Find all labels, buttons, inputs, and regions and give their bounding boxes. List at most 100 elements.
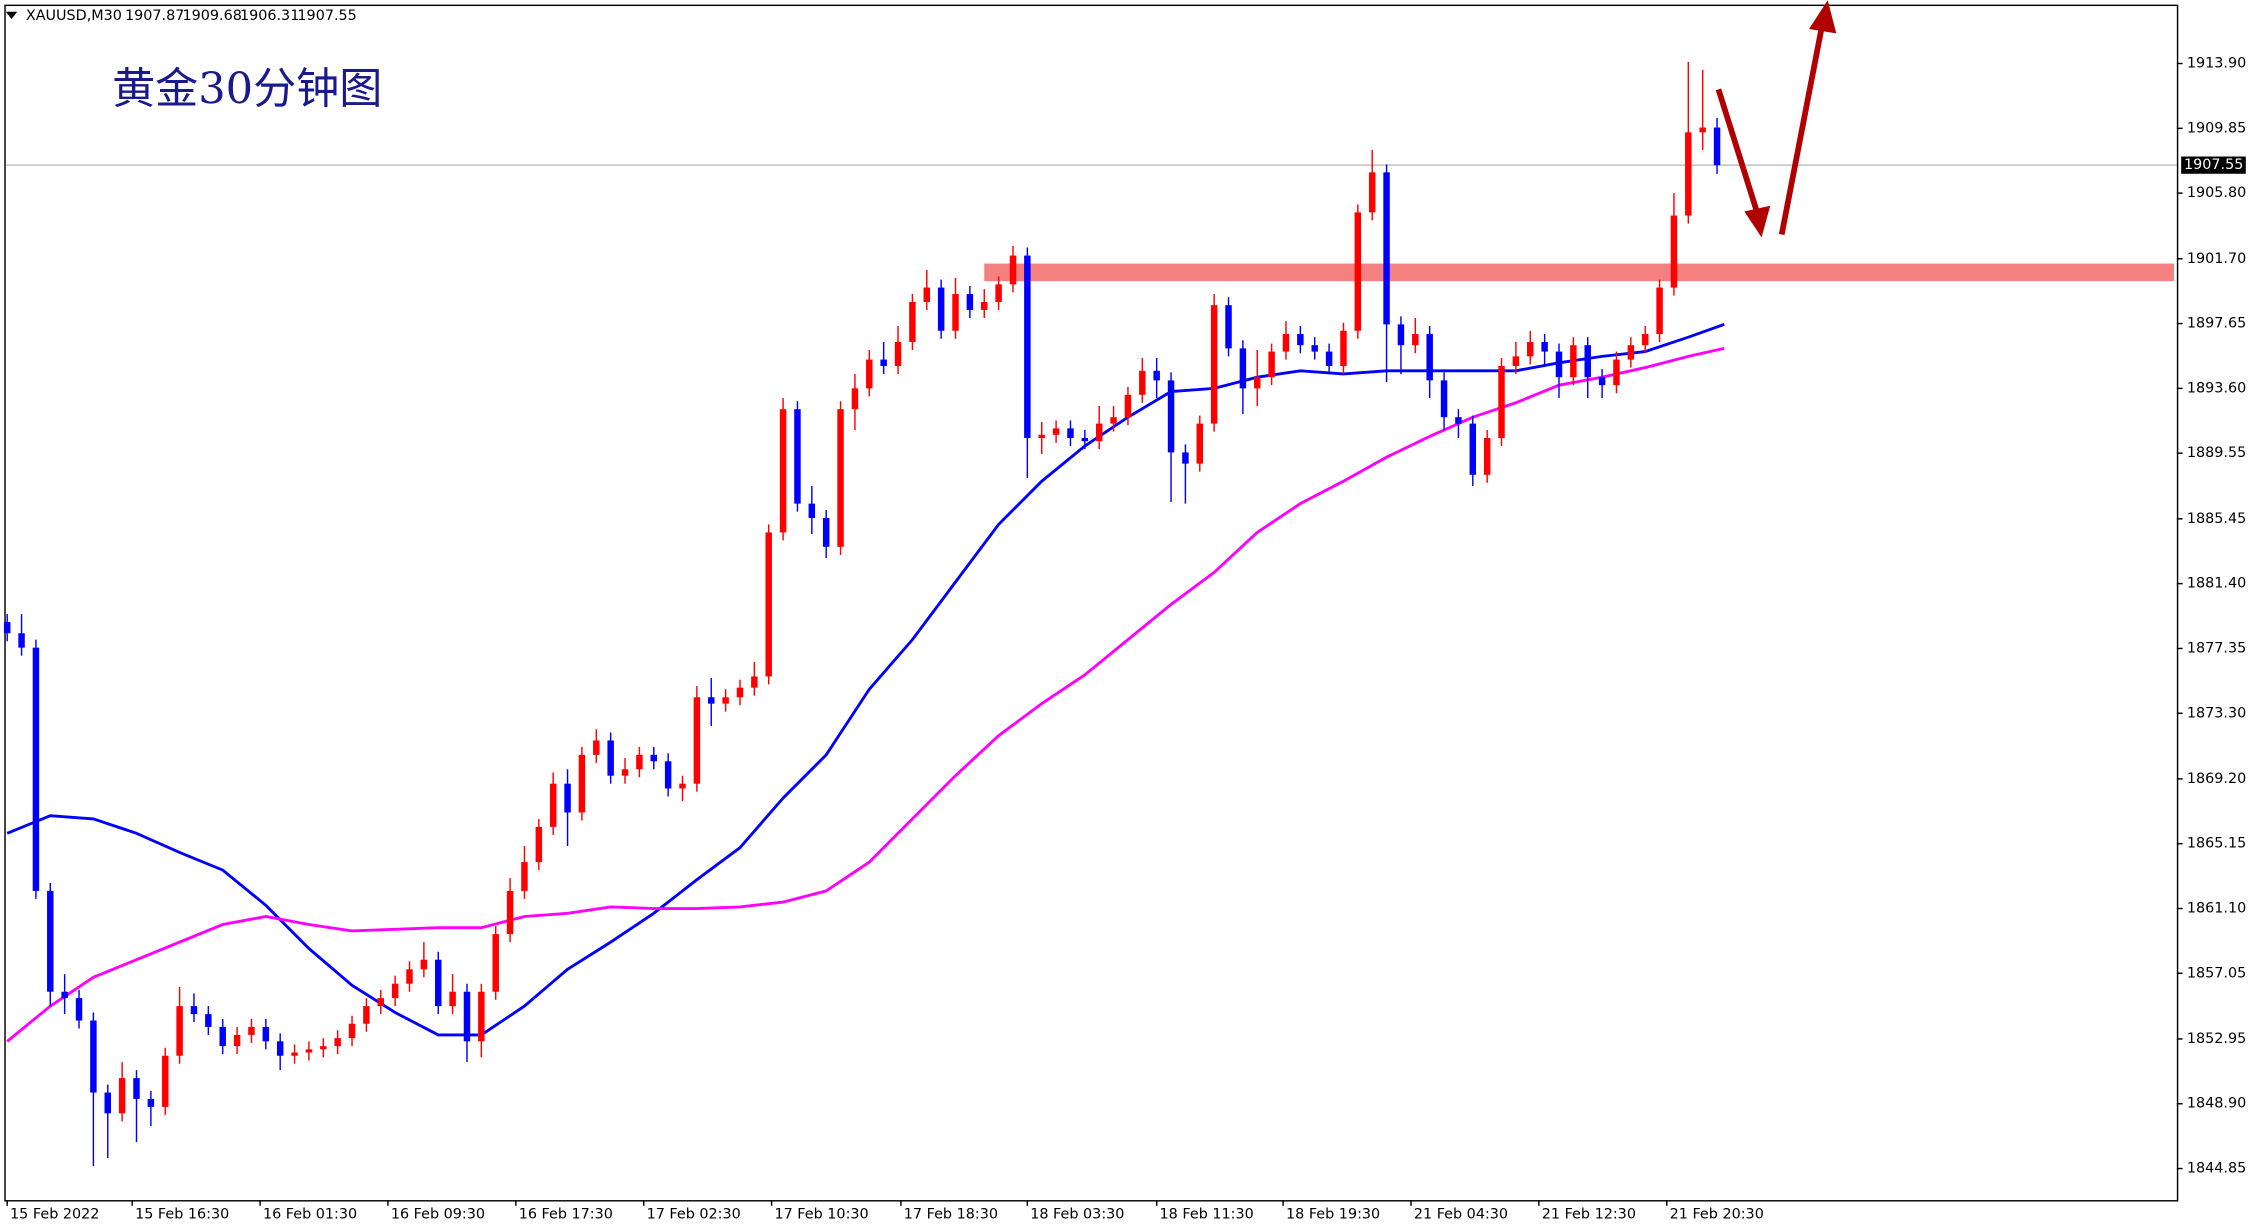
candle-body [679,783,686,789]
candle-body [90,1020,97,1093]
candle-body [1167,380,1175,453]
y-tick-label: 1897.65 [2187,316,2246,332]
candle-body [1541,341,1548,352]
x-tick-label: 16 Feb 17:30 [519,1206,613,1222]
candle-body [1297,333,1304,346]
candle-body [894,341,902,366]
candle-body [995,284,1002,302]
candle-body [219,1026,226,1047]
candle-body [880,359,887,366]
candle-body [1527,341,1534,357]
candle-body [1512,356,1520,366]
candle-body [478,991,485,1042]
candle-body [664,761,672,789]
candle-body [1584,345,1591,378]
candle-body [1239,348,1247,389]
y-tick-label: 1905.80 [2187,185,2246,201]
candle-body [1426,333,1433,381]
candle-body [506,890,514,935]
candle-body [1412,333,1419,346]
candle-body [1354,212,1362,331]
y-tick-label: 1889.55 [2187,445,2246,461]
y-tick-label: 1844.85 [2187,1161,2246,1177]
header-open: 1907.87 [125,8,184,24]
candle-body [1368,172,1376,213]
y-tick-label: 1901.70 [2187,251,2246,267]
x-tick-label: 18 Feb 19:30 [1286,1206,1380,1222]
candle-body [564,783,571,813]
candle-body [607,740,614,776]
candle-body [779,409,787,533]
candle-body [751,676,758,688]
candle-body [1110,417,1117,424]
y-tick-label: 1909.85 [2187,120,2246,136]
symbol-label: XAUUSD,M30 [26,8,122,24]
candle-body [262,1026,270,1042]
header-low: 1906.31 [240,8,299,24]
candle-body [61,991,68,999]
candle-body [1024,255,1031,438]
current-price-label: 1907.55 [2184,157,2243,173]
candle-body [75,998,83,1021]
candle-body [1699,127,1706,133]
x-tick-label: 18 Feb 11:30 [1160,1206,1254,1222]
candle-body [578,754,586,813]
x-tick-label: 16 Feb 09:30 [391,1206,485,1222]
candle-body [1383,172,1390,325]
candle-body [1225,305,1232,349]
candle-body [305,1049,313,1053]
header-close: 1907.55 [297,8,356,24]
candle-body [1440,380,1448,418]
arrow-down [1715,88,1761,214]
candle-body [190,1006,198,1015]
y-tick-label: 1913.90 [2187,56,2246,72]
candle-body [866,359,873,389]
y-tick-label: 1861.10 [2187,901,2246,917]
candle-body [966,293,974,310]
current-price-box [2181,156,2246,174]
arrow-head [1809,0,1837,34]
candle-body [837,409,844,547]
moving-average [6,323,1725,1037]
candle-body [1469,423,1477,475]
candle-body [248,1026,255,1035]
candle-body [176,1006,183,1056]
candle-body [1268,351,1275,378]
candle-body [1210,305,1218,424]
candle-body [1555,351,1563,378]
candle-body [636,754,643,770]
candle-body [708,697,715,704]
x-tick-label: 16 Feb 01:30 [263,1206,357,1222]
y-tick-label: 1885.45 [2187,511,2246,527]
candle-body [233,1034,241,1047]
candle-body [291,1052,298,1056]
candle-body [1254,377,1261,389]
y-tick-label: 1873.30 [2187,705,2246,721]
candle-body [535,826,543,863]
y-tick-label: 1893.60 [2187,380,2246,396]
candle-body [449,991,456,1007]
x-tick-label: 18 Feb 03:30 [1030,1206,1124,1222]
candle-body [549,783,557,827]
candle-body [1153,370,1160,381]
candle-body [521,862,528,891]
candle-body [851,388,859,410]
candle-body [348,1023,356,1039]
arrow-up [1778,25,1825,236]
x-tick-label: 21 Feb 20:30 [1670,1206,1764,1222]
y-tick-label: 1865.15 [2187,836,2246,852]
candle-body [3,622,11,634]
candle-body [1598,377,1606,386]
resistance-zone [984,263,2174,282]
candle-body [1641,333,1649,346]
x-tick-label: 15 Feb 2022 [10,1206,99,1222]
candle-body [147,1098,155,1107]
candle-body [593,740,600,755]
candle-body [1340,330,1347,366]
candle-body [1124,394,1132,418]
candle-body [391,983,399,999]
candle-body [923,287,931,302]
candle-body [1196,423,1204,464]
candle-body [377,998,385,1007]
